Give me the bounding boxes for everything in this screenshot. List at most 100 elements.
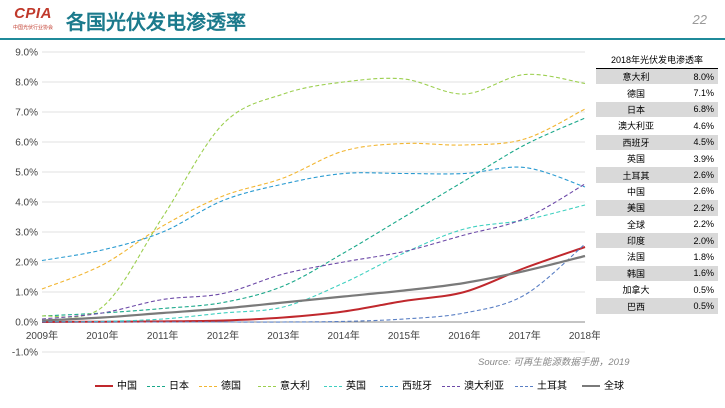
cpia-logo: CPIA 中国光伏行业协会 <box>8 5 58 35</box>
legend-label: 日本 <box>169 381 189 392</box>
x-tick-label: 2016年 <box>448 329 480 342</box>
table-country: 中国 <box>596 183 676 201</box>
series-line-日本 <box>41 117 586 317</box>
legend-swatch <box>582 385 600 388</box>
table-country: 加拿大 <box>596 281 676 299</box>
legend-label: 土耳其 <box>537 381 567 392</box>
table-country: 法国 <box>596 248 676 266</box>
legend-swatch <box>147 385 165 387</box>
series-line-中国 <box>41 246 586 323</box>
legend-item: 英国 <box>324 377 366 392</box>
legend-item: 澳大利亚 <box>442 377 504 392</box>
x-tick-label: 2011年 <box>147 329 179 342</box>
table-value: 8.0% <box>676 68 718 86</box>
table-value: 2.6% <box>676 166 718 184</box>
table-value: 1.8% <box>676 248 718 266</box>
table-country: 澳大利亚 <box>596 117 676 135</box>
y-tick-label: 8.0% <box>15 78 38 89</box>
table-value: 4.6% <box>676 117 718 135</box>
table-row: 巴西 0.5% <box>596 297 718 315</box>
line-chart: 9.0% 8.0% 7.0% 6.0% 5.0% 4.0% 3.0% 2.0% 1.0% 0.0%… <box>12 48 600 359</box>
series-line-澳大利亚 <box>41 183 586 320</box>
legend-label: 西班牙 <box>402 381 432 392</box>
legend-item: 全球 <box>582 377 624 392</box>
table-value: 2.6% <box>676 183 718 201</box>
legend-item: 日本 <box>147 377 189 392</box>
legend-label: 全球 <box>604 381 624 392</box>
slide-header: CPIA 中国光伏行业协会 各国光伏发电渗透率 22 <box>0 0 725 40</box>
legend-item: 意大利 <box>258 377 310 392</box>
legend-swatch <box>442 385 460 387</box>
table-country: 日本 <box>596 101 676 119</box>
y-tick-label: 0.0% <box>15 318 38 329</box>
table-value: 0.5% <box>676 297 718 315</box>
x-tick-label: 2014年 <box>328 329 360 342</box>
legend-item: 土耳其 <box>515 377 567 392</box>
table-value: 6.8% <box>676 101 718 119</box>
table-value: 7.1% <box>676 84 718 102</box>
y-tick-label: 7.0% <box>15 108 38 119</box>
legend-swatch <box>324 385 342 387</box>
table-value: 0.5% <box>676 281 718 299</box>
table-row: 加拿大 0.5% <box>596 281 718 299</box>
y-tick-label: 5.0% <box>15 168 38 179</box>
x-tick-label: 2013年 <box>267 329 299 342</box>
logo-subtext: 中国光伏行业协会 <box>12 25 53 31</box>
legend-swatch <box>199 385 217 387</box>
table-row: 日本 6.8% <box>596 101 718 119</box>
table-country: 韩国 <box>596 265 676 283</box>
table-country: 英国 <box>596 150 676 168</box>
table-row: 法国 1.8% <box>596 248 718 266</box>
legend-label: 中国 <box>117 381 137 392</box>
table-value: 4.5% <box>676 134 718 151</box>
legend-label: 英国 <box>346 381 366 392</box>
legend-swatch <box>258 385 276 387</box>
series-line-德国 <box>41 108 586 290</box>
y-tick-label: 9.0% <box>15 48 38 59</box>
header-divider <box>0 38 725 40</box>
y-tick-label: 2.0% <box>15 258 38 269</box>
x-tick-label: 2017年 <box>509 329 541 342</box>
table-row: 印度 2.0% <box>596 232 718 250</box>
series-line-土耳其 <box>41 243 586 323</box>
table-body: 意大利 8.0% 德国 7.1% 日本 6.8% 澳大利亚 4.6% 西班牙 4.5% 英国 3.9%… <box>596 68 718 315</box>
source-note: Source: 可再生能源数据手册，2019 <box>478 357 630 368</box>
penetration-table: 2018年光伏发电渗透率 意大利 8.0% 德国 7.1% 日本 6.8% 澳大利亚 4.6%… <box>596 50 718 315</box>
table-country: 印度 <box>596 232 676 250</box>
table-row: 德国 7.1% <box>596 84 718 102</box>
table-row: 英国 3.9% <box>596 150 718 168</box>
legend-item: 西班牙 <box>380 377 432 392</box>
table-country: 意大利 <box>596 68 676 86</box>
table-value: 3.9% <box>676 150 718 168</box>
legend-label: 德国 <box>221 381 241 392</box>
y-tick-label: 3.0% <box>15 228 38 239</box>
table-value: 1.6% <box>676 265 718 283</box>
table-country: 土耳其 <box>596 166 676 184</box>
table-row: 意大利 8.0% <box>596 68 718 86</box>
table-country: 美国 <box>596 199 676 217</box>
table-row: 中国 2.6% <box>596 183 718 201</box>
table-country: 德国 <box>596 84 676 102</box>
x-tick-label: 2010年 <box>86 329 118 342</box>
legend-label: 意大利 <box>280 381 310 392</box>
x-tick-label: 2009年 <box>26 329 58 342</box>
series-line-全球 <box>41 254 586 322</box>
table-value: 2.2% <box>676 199 718 217</box>
y-tick-label: 1.0% <box>15 288 38 299</box>
page-title: 各国光伏发电渗透率 <box>66 12 246 34</box>
series-line-意大利 <box>41 73 586 318</box>
table-row: 西班牙 4.5% <box>596 134 718 151</box>
legend-label: 澳大利亚 <box>464 381 504 392</box>
table-row: 韩国 1.6% <box>596 265 718 283</box>
series-line-英国 <box>41 204 586 323</box>
table-value: 2.2% <box>676 216 718 233</box>
table-country: 西班牙 <box>596 134 676 151</box>
x-tick-label: 2015年 <box>388 329 420 342</box>
legend-swatch <box>95 385 113 388</box>
legend-item: 中国 <box>95 377 137 392</box>
y-tick-label: 4.0% <box>15 198 38 209</box>
y-tick-label: 6.0% <box>15 138 38 149</box>
legend-swatch <box>515 385 533 387</box>
table-country: 全球 <box>596 216 676 233</box>
page-number: 22 <box>692 12 707 27</box>
